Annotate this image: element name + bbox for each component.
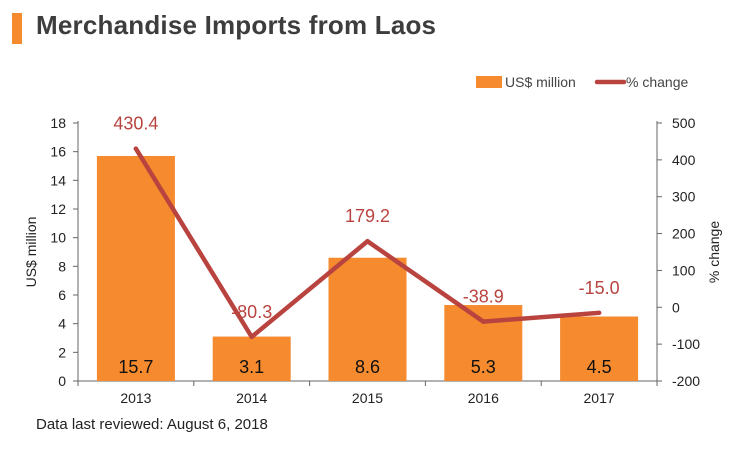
y-tick-label-left: 8 [58, 258, 66, 274]
bar-value-label: 3.1 [239, 357, 264, 377]
line-point [365, 239, 370, 244]
chart-title: Merchandise Imports from Laos [36, 10, 437, 40]
legend-label-bar: US$ million [505, 74, 576, 90]
title-accent-bar [12, 13, 22, 44]
x-tick-label: 2013 [120, 390, 151, 406]
y-tick-label-right: 0 [672, 299, 680, 315]
y-tick-label-left: 14 [50, 172, 66, 188]
y-tick-label-right: 500 [672, 115, 696, 131]
line-value-label: 430.4 [113, 114, 158, 134]
x-tick-label: 2015 [352, 390, 383, 406]
legend-swatch-bar [476, 76, 502, 88]
line-value-label: -80.3 [231, 302, 272, 322]
line-point [596, 310, 602, 316]
y-tick-label-left: 12 [50, 201, 66, 217]
line-value-label: -38.9 [463, 287, 504, 307]
line-value-label: -15.0 [579, 278, 620, 298]
y-axis-title-left: US$ million [23, 217, 39, 288]
bar-value-label: 4.5 [587, 357, 612, 377]
x-tick-label: 2014 [236, 390, 267, 406]
y-tick-label-right: -200 [672, 373, 700, 389]
bar [328, 257, 407, 381]
y-tick-label-left: 0 [58, 373, 66, 389]
y-tick-label-right: 100 [672, 262, 696, 278]
line-point [133, 146, 139, 151]
legend-label-line: % change [626, 74, 688, 90]
y-tick-label-right: 200 [672, 226, 696, 242]
y-tick-label-left: 6 [58, 287, 66, 303]
y-axis-title-right: % change [706, 221, 722, 283]
y-tick-label-left: 2 [58, 344, 66, 360]
bar [560, 316, 639, 381]
y-tick-label-left: 10 [50, 230, 66, 246]
footnote: Data last reviewed: August 6, 2018 [36, 416, 268, 433]
x-tick-label: 2017 [584, 390, 615, 406]
x-tick-label: 2016 [468, 390, 499, 406]
y-tick-label-right: 400 [672, 152, 696, 168]
y-tick-label-right: 300 [672, 189, 696, 205]
line-point [481, 319, 486, 324]
y-tick-label-left: 18 [50, 115, 66, 131]
bar-value-label: 15.7 [118, 357, 153, 377]
bar-value-label: 5.3 [471, 357, 496, 377]
line-value-label: 179.2 [345, 206, 390, 226]
y-tick-label-right: -100 [672, 336, 700, 352]
bar-value-label: 8.6 [355, 357, 380, 377]
y-tick-label-left: 4 [58, 316, 66, 332]
y-tick-label-left: 16 [50, 144, 66, 160]
line-point [249, 334, 254, 340]
bar [212, 336, 291, 381]
